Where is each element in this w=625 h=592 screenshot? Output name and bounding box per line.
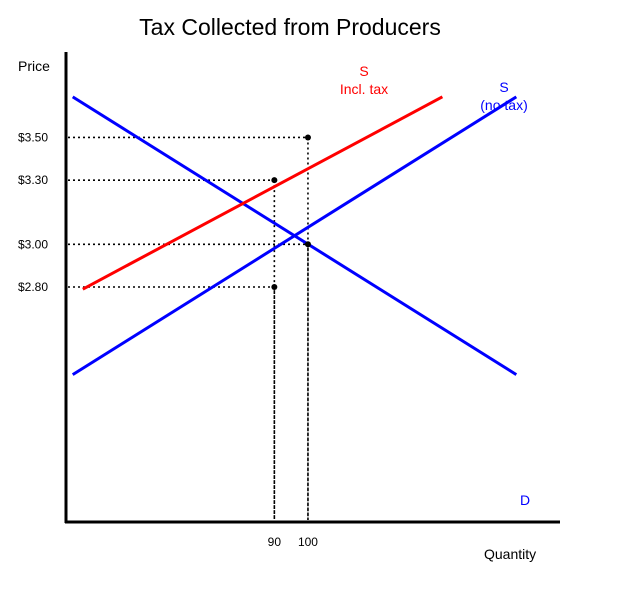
curves xyxy=(71,95,518,376)
guide-lines xyxy=(68,136,309,520)
y-tick-3-00: $3.00 xyxy=(18,237,48,251)
curve-supply-with-tax xyxy=(82,95,444,291)
curve-label-supply-no-tax: (no tax) xyxy=(480,97,527,113)
curve-labels: D S (no tax) S Incl. tax xyxy=(340,63,530,508)
y-tick-3-30: $3.30 xyxy=(18,173,48,187)
y-tick-labels: $3.50 $3.30 $3.00 $2.80 xyxy=(18,130,48,294)
chart-title: Tax Collected from Producers xyxy=(139,14,441,40)
curve-label-demand: D xyxy=(520,492,530,508)
key-point xyxy=(271,284,278,290)
x-tick-labels: 90 100 xyxy=(268,535,319,549)
x-tick-90: 90 xyxy=(268,535,282,549)
key-points xyxy=(271,134,311,290)
x-axis-label: Quantity xyxy=(484,546,536,562)
x-tick-100: 100 xyxy=(298,535,318,549)
y-tick-2-80: $2.80 xyxy=(18,280,48,294)
curve-supply-no-tax xyxy=(71,95,518,376)
curve-label-supply-with-tax: Incl. tax xyxy=(340,81,388,97)
curve-label-supply-with-tax: S xyxy=(359,63,368,79)
curve-label-supply-no-tax: S xyxy=(499,79,508,95)
y-axis-label: Price xyxy=(18,58,50,74)
key-point xyxy=(304,134,311,141)
key-point xyxy=(271,177,278,184)
key-point xyxy=(304,241,311,248)
y-tick-3-50: $3.50 xyxy=(18,130,48,144)
